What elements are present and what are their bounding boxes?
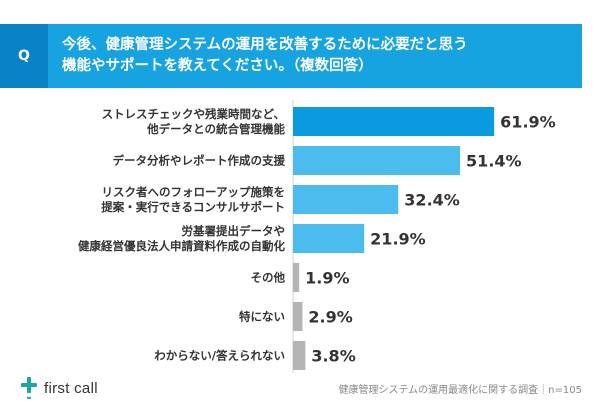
- logo-text: first call: [44, 379, 98, 397]
- question-text: 今後、健康管理システムの運用を改善するために必要だと思う 機能やサポートを教えて…: [48, 24, 582, 88]
- value-label-6: 3.8%: [311, 347, 355, 366]
- bar-0: [293, 107, 495, 136]
- bar-3: [293, 224, 365, 253]
- category-label-2-1: 提案・実行できるコンサルサポート: [101, 200, 285, 214]
- bar-1: [293, 146, 461, 175]
- value-label-4: 1.9%: [305, 269, 349, 288]
- bar-6: [293, 341, 306, 370]
- question-badge: Q: [0, 24, 48, 88]
- bar-2: [293, 185, 399, 214]
- category-label-0-1: 他データとの統合管理機能: [146, 122, 285, 136]
- category-label-2-0: リスク者へのフォローアップ施策を: [101, 185, 285, 199]
- category-label-3-1: 健康経営優良法人申請資料作成の自動化: [78, 239, 285, 253]
- brand-logo: first call: [20, 376, 98, 400]
- value-label-2: 32.4%: [404, 191, 460, 210]
- question-line-2: 機能やサポートを教えてください。（複数回答）: [62, 58, 373, 74]
- category-label-1-0: データ分析やレポート作成の支援: [113, 154, 286, 168]
- value-label-5: 2.9%: [308, 308, 352, 327]
- value-label-3: 21.9%: [370, 230, 426, 249]
- category-label-3-0: 労基署提出データや: [182, 224, 286, 238]
- question-line-1: 今後、健康管理システムの運用を改善するために必要だと思う: [62, 37, 468, 53]
- category-label-0-0: ストレスチェックや残業時間など、: [102, 107, 285, 121]
- first-call-logo-icon: [21, 377, 37, 399]
- question-header: Q 今後、健康管理システムの運用を改善するために必要だと思う 機能やサポートを教…: [0, 24, 582, 88]
- value-label-0: 61.9%: [500, 113, 556, 132]
- category-label-4-0: その他: [251, 271, 286, 285]
- bar-5: [293, 302, 303, 331]
- category-label-5-0: 特にない: [239, 310, 285, 324]
- value-label-1: 51.4%: [466, 152, 522, 171]
- category-label-6-0: わからない/答えられない: [154, 349, 285, 363]
- bar-4: [293, 263, 300, 292]
- survey-note: 健康管理システムの運用最適化に関する調査｜n=105: [338, 385, 582, 396]
